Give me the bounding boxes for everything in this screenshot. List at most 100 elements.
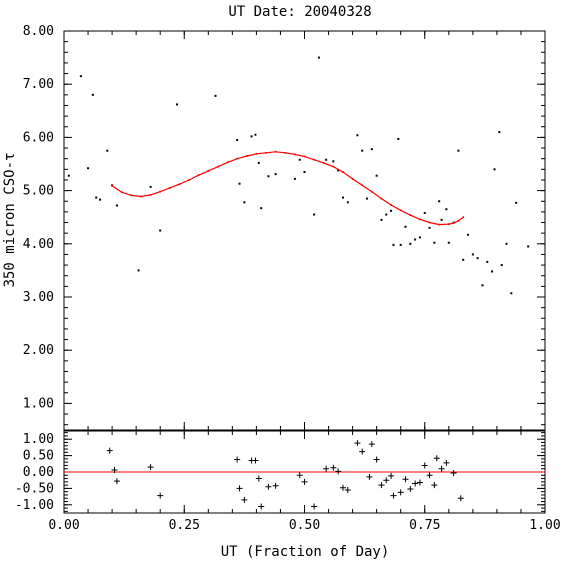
residual-point: [354, 440, 361, 447]
x-tick-label: 0.00: [48, 518, 79, 533]
residual-point: [265, 483, 272, 490]
data-point: [298, 158, 301, 161]
data-point: [438, 200, 441, 203]
y-tick-label: 5.00: [23, 184, 54, 199]
residual-point: [402, 476, 409, 483]
fit-point: [168, 186, 171, 189]
data-point: [361, 149, 364, 152]
fit-point: [418, 218, 421, 221]
fit-point: [341, 170, 344, 173]
y-tick-label: -0.50: [15, 481, 54, 496]
data-point: [380, 218, 383, 221]
data-point: [498, 131, 501, 134]
data-point: [341, 196, 344, 199]
data-point: [423, 211, 426, 214]
residual-point: [111, 467, 118, 474]
data-point: [115, 204, 118, 207]
data-point: [493, 168, 496, 171]
data-point: [91, 93, 94, 96]
data-point: [250, 135, 253, 138]
y-tick-label: 8.00: [23, 24, 54, 39]
data-point: [325, 158, 328, 161]
residual-point: [397, 489, 404, 496]
fit-point: [322, 161, 325, 164]
data-point: [471, 253, 474, 256]
residual-point: [407, 486, 414, 493]
data-point: [313, 213, 316, 216]
residual-point: [301, 478, 308, 485]
fit-point: [447, 223, 450, 226]
data-point: [385, 213, 388, 216]
fit-point: [390, 203, 393, 206]
fit-point: [361, 184, 364, 187]
x-tick-label: 0.25: [169, 518, 200, 533]
data-point: [106, 149, 109, 152]
residual-point: [378, 482, 385, 489]
data-point: [447, 241, 450, 244]
chart-title: UT Date: 20040328: [228, 4, 371, 20]
fit-point: [236, 157, 239, 160]
residual-point: [421, 462, 428, 469]
data-point: [99, 198, 102, 201]
data-point: [418, 236, 421, 239]
residual-point: [252, 457, 259, 464]
y-tick-label: 4.00: [23, 237, 54, 252]
data-point: [515, 201, 518, 204]
fit-point: [159, 190, 162, 193]
top-panel: 1.00 2.00 3.00 4.00 5.00 6.00 7.00 8.00: [23, 24, 546, 431]
residual-point: [433, 455, 440, 462]
fit-point: [452, 222, 455, 225]
y-tick-label: 2.00: [23, 343, 54, 358]
data-point: [399, 243, 402, 246]
residual-point: [373, 456, 380, 463]
y-tick-label: 1.00: [23, 432, 54, 447]
residual-point: [438, 465, 445, 472]
data-point: [414, 238, 417, 241]
fit-point: [139, 195, 142, 198]
fit-point: [197, 174, 200, 177]
data-point: [505, 242, 508, 245]
residual-point: [323, 465, 330, 472]
data-point: [462, 258, 465, 261]
residual-point: [359, 448, 366, 455]
fit-line: [111, 151, 464, 226]
data-point: [238, 182, 241, 185]
data-point: [214, 94, 217, 97]
data-point: [510, 292, 513, 295]
data-point: [87, 167, 90, 170]
data-point: [392, 243, 395, 246]
data-point: [486, 260, 489, 263]
residual-point: [330, 464, 337, 471]
fit-point: [188, 178, 191, 181]
y-tick-label: 6.00: [23, 130, 54, 145]
fit-point: [120, 191, 123, 194]
data-point: [467, 233, 470, 236]
x-tick-label: 0.50: [289, 518, 320, 533]
residual-point: [366, 473, 373, 480]
residual-point: [390, 492, 397, 499]
residual-point: [383, 477, 390, 484]
fit-point: [438, 223, 441, 226]
data-point: [236, 139, 239, 142]
residual-point: [368, 441, 375, 448]
fit-point: [293, 153, 296, 156]
y-axis-label: 350 micron CSO-τ: [2, 153, 18, 288]
residual-point: [416, 479, 423, 486]
data-point: [274, 173, 277, 176]
data-point: [433, 241, 436, 244]
data-point: [79, 75, 82, 78]
data-point: [337, 169, 340, 172]
data-point: [390, 209, 393, 212]
data-point: [332, 160, 335, 163]
data-point: [356, 134, 359, 137]
fit-point: [149, 193, 152, 196]
fit-point: [351, 177, 354, 180]
fit-point: [207, 169, 210, 172]
fit-point: [462, 216, 465, 219]
data-point: [409, 242, 412, 245]
data-point: [67, 174, 70, 177]
fit-point: [216, 165, 219, 168]
data-point: [257, 161, 260, 164]
y-tick-label: 1.00: [23, 396, 54, 411]
